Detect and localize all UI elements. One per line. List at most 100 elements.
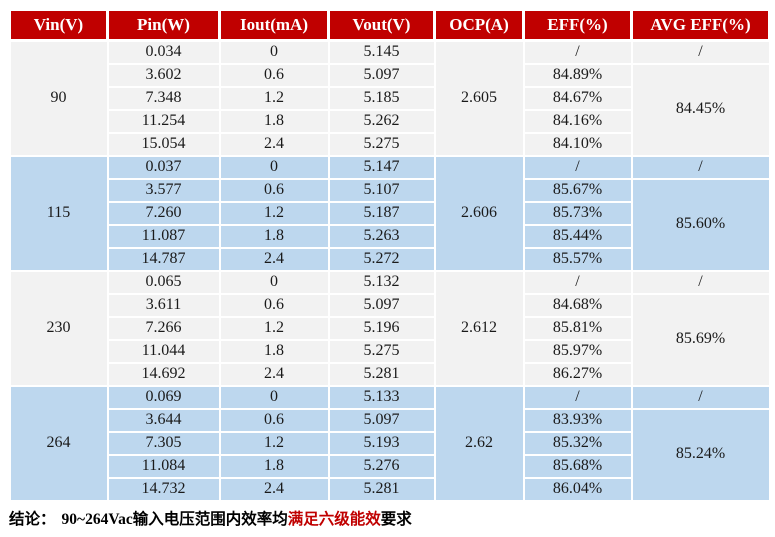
header-vin: Vin(V) [8,8,109,42]
iout-cell: 0 [218,154,330,180]
pin-cell: 7.266 [106,315,221,341]
table-row: 14.732 2.4 5.281 86.04% [10,476,770,502]
avg-eff-cell: 85.24% [630,407,771,502]
pin-cell: 3.577 [106,177,221,203]
pin-cell: 14.787 [106,246,221,272]
vout-cell: 5.145 [327,39,436,65]
iout-cell: 1.2 [218,200,330,226]
conclusion-highlight: 满足六级能效 [287,510,381,528]
vin-cell: 90 [8,39,109,157]
vout-cell: 5.187 [327,200,436,226]
iout-cell: 0.6 [218,292,330,318]
pin-cell: 7.348 [106,85,221,111]
pin-cell: 11.044 [106,338,221,364]
table-row: 3.577 0.6 5.107 85.67% 85.60% [10,177,771,272]
vout-cell: 5.185 [327,85,436,111]
header-ocp: OCP(A) [433,8,525,42]
eff-cell: 85.44% [522,223,633,249]
table-row: 3.611 0.6 5.097 84.68% 85.69% [10,292,771,387]
pin-cell: 7.260 [106,200,221,226]
eff-cell: 84.68% [522,292,633,318]
iout-cell: 0.6 [218,62,330,88]
eff-cell: 86.27% [522,361,633,387]
iout-cell: 0 [218,269,330,295]
header-pin: Pin(W) [106,8,221,42]
table-row: 14.787 2.4 5.272 85.57% [10,246,770,272]
pin-cell: 0.065 [106,269,221,295]
iout-cell: 1.8 [218,338,330,364]
avg-eff-slash-cell: / [630,384,771,410]
vout-cell: 5.196 [327,315,436,341]
vout-cell: 5.281 [327,476,436,502]
iout-cell: 0.6 [218,407,330,433]
avg-eff-cell: 84.45% [630,62,771,157]
iout-cell: 1.8 [218,108,330,134]
vout-cell: 5.276 [327,453,436,479]
avg-eff-slash-cell: / [630,269,771,295]
vout-cell: 5.097 [327,62,436,88]
pin-cell: 0.069 [106,384,221,410]
conclusion-text-after: 要求 [380,510,412,528]
table-row: 7.305 1.2 5.193 85.32% [10,430,770,456]
avg-eff-slash-cell: / [630,154,771,180]
conclusion-label: 结论： [9,510,56,528]
header-vout: Vout(V) [327,8,436,42]
header-eff: EFF(%) [522,8,633,42]
table-row: 11.087 1.8 5.263 85.44% [10,223,770,249]
header-avg-eff: AVG EFF(%) [630,8,771,42]
pin-cell: 0.037 [106,154,221,180]
table-row: 14.692 2.4 5.281 86.27% [10,361,770,387]
eff-cell: 84.67% [522,85,633,111]
iout-cell: 0.6 [218,177,330,203]
iout-cell: 2.4 [218,131,330,157]
pin-cell: 3.602 [106,62,221,88]
iout-cell: 2.4 [218,246,330,272]
vout-cell: 5.275 [327,131,436,157]
pin-cell: 0.034 [106,39,221,65]
eff-cell: 85.97% [522,338,633,364]
vout-cell: 5.281 [327,361,436,387]
pin-cell: 15.054 [106,131,221,157]
vout-cell: 5.147 [327,154,436,180]
eff-cell: 85.81% [522,315,633,341]
vout-cell: 5.133 [327,384,436,410]
table-row: 264 0.069 0 5.133 2.62 / / [8,384,771,502]
table-row: 7.260 1.2 5.187 85.73% [10,200,770,226]
pin-cell: 3.611 [106,292,221,318]
table-row: 3.602 0.6 5.097 84.89% 84.45% [10,62,771,157]
table-row: 3.644 0.6 5.097 83.93% 85.24% [10,407,771,502]
eff-cell: 85.57% [522,246,633,272]
eff-cell: 84.10% [522,131,633,157]
vin-cell: 115 [8,154,109,272]
pin-cell: 11.084 [106,453,221,479]
table-row: 90 0.034 0 5.145 2.605 / / [8,39,771,157]
iout-cell: 1.8 [218,223,330,249]
vout-cell: 5.272 [327,246,436,272]
eff-cell: / [522,384,633,410]
ocp-cell: 2.62 [433,384,525,502]
table-row: 11.044 1.8 5.275 85.97% [10,338,770,364]
iout-cell: 2.4 [218,476,330,502]
vout-cell: 5.262 [327,108,436,134]
pin-cell: 11.087 [106,223,221,249]
table-row: 11.084 1.8 5.276 85.68% [10,453,770,479]
header-iout: Iout(mA) [218,8,330,42]
ocp-cell: 2.606 [433,154,525,272]
eff-cell: 85.68% [522,453,633,479]
header-row: Vin(V) Pin(W) Iout(mA) Vout(V) OCP(A) EF… [8,8,771,42]
ocp-cell: 2.612 [433,269,525,387]
vout-cell: 5.132 [327,269,436,295]
eff-cell: 84.16% [522,108,633,134]
vin-cell: 264 [8,384,109,502]
ocp-cell: 2.605 [433,39,525,157]
pin-cell: 14.732 [106,476,221,502]
iout-cell: 1.2 [218,430,330,456]
eff-cell: / [522,39,633,65]
conclusion-line: 结论： 90~264Vac输入电压范围内效率均满足六级能效要求 [8,507,768,529]
eff-cell: / [522,154,633,180]
vout-cell: 5.263 [327,223,436,249]
iout-cell: 1.2 [218,85,330,111]
eff-cell: 84.89% [522,62,633,88]
eff-cell: 85.73% [522,200,633,226]
